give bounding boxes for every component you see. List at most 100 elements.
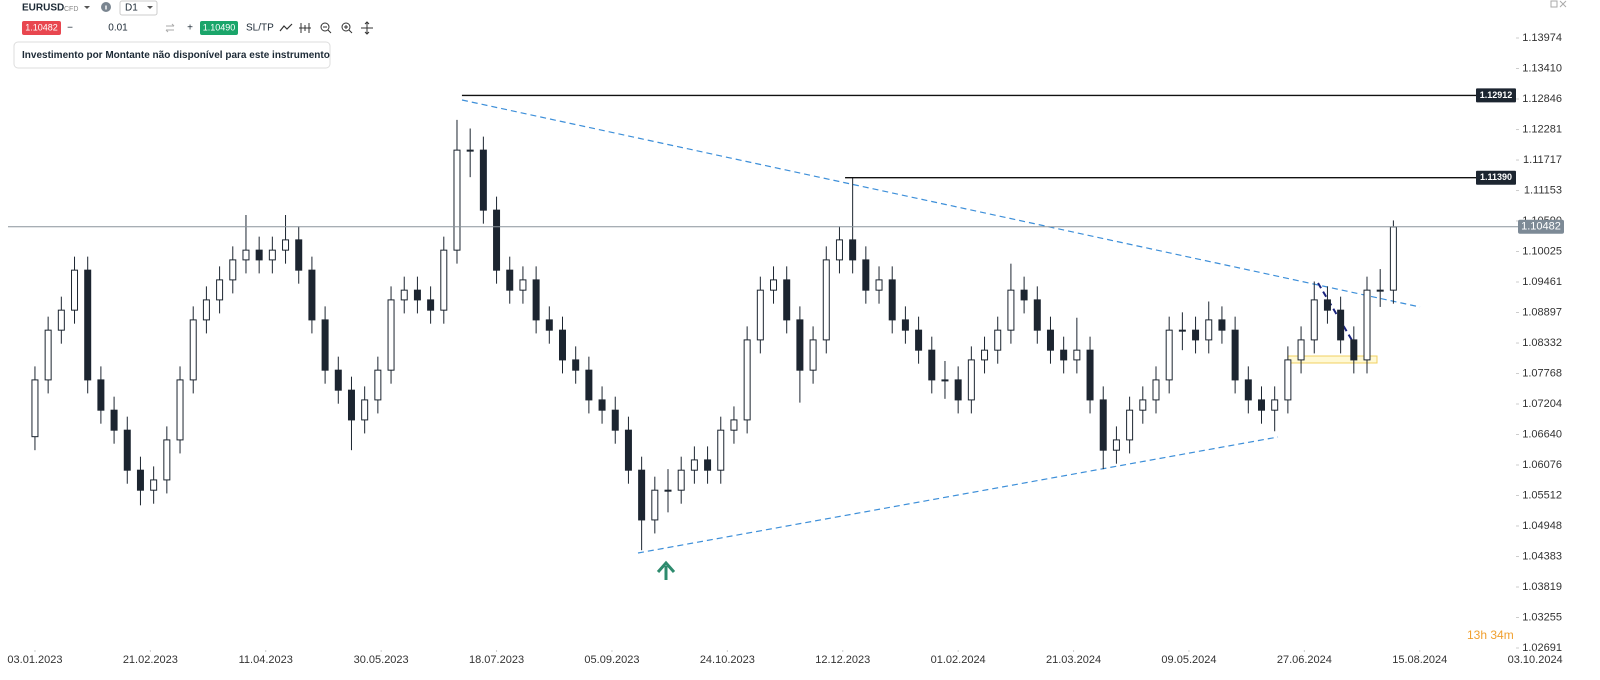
candle-body (928, 349, 936, 381)
x-tick-label: 03.01.2023 (7, 654, 62, 666)
y-tick-label: 1.12281 (1522, 123, 1562, 135)
chart-type-icon[interactable] (279, 23, 293, 32)
candle-body (849, 239, 857, 261)
candle-body (1086, 349, 1094, 401)
candle-body (809, 339, 817, 371)
candle-body (97, 379, 105, 411)
info-glyph (105, 5, 107, 10)
x-tick-label: 12.12.2023 (815, 654, 870, 666)
y-tick-label: 1.12846 (1522, 93, 1562, 105)
candle-body (44, 329, 52, 381)
candle-body (558, 329, 566, 361)
tooltip-text: Investimento por Montante não disponível… (22, 50, 330, 61)
crosshair-icon[interactable] (361, 21, 373, 35)
zoom-out-glyph (323, 26, 332, 34)
amount-input[interactable]: 0.01 (108, 23, 128, 34)
bid-price: 1.10482 (25, 22, 58, 32)
candle-body (572, 359, 580, 371)
candle-body (347, 389, 355, 421)
candle-body (123, 429, 131, 471)
level-box (1476, 170, 1516, 185)
candle-body (1376, 289, 1384, 292)
indicators-icon[interactable] (299, 23, 311, 33)
candle-body (440, 249, 448, 311)
dropdown-icon[interactable] (84, 6, 90, 9)
candle-body (334, 369, 342, 391)
plot-area (8, 94, 1520, 580)
candle-body (730, 419, 738, 431)
candle-body (598, 399, 606, 411)
y-tick-label: 1.11153 (1524, 184, 1562, 196)
candle-body (1350, 339, 1358, 361)
timeframe-select[interactable] (119, 0, 158, 16)
candle-body (545, 319, 553, 331)
x-tick-label: 11.04.2023 (239, 654, 293, 666)
candle-body (1126, 409, 1134, 441)
y-tick-label: 1.07768 (1522, 367, 1562, 379)
y-tick-label: 1.03819 (1522, 581, 1562, 593)
candle-body (400, 289, 408, 301)
zoom-in-icon[interactable] (341, 22, 351, 32)
candle-body (427, 299, 435, 311)
candle-body (295, 239, 303, 271)
window-button[interactable] (1550, 0, 1558, 8)
candle-body (901, 319, 909, 331)
candle-body (1046, 329, 1054, 351)
candle-body (1099, 399, 1107, 451)
buy-button[interactable] (200, 21, 238, 35)
axes: 1.13974 1.13410 1.12846 1.12281 1.11717 1.111… (7, 32, 1564, 666)
candle-body (1337, 309, 1345, 341)
toolbar: EURUSD CFD D1 1.10482 − 0.01 + 1.10490 S… (13, 0, 1567, 69)
candle-body (242, 249, 250, 261)
sell-button[interactable] (22, 21, 61, 35)
y-tick-label: 1.04383 (1522, 550, 1562, 562)
candle-body (229, 259, 237, 281)
y-tick-label: 1.02691 (1522, 642, 1562, 654)
symbol[interactable]: EURUSD (22, 3, 64, 14)
candle-body (163, 439, 171, 481)
candle-body (1271, 399, 1279, 411)
candle-body (136, 469, 144, 491)
instrument-type: CFD (64, 6, 78, 13)
candle-body (1284, 359, 1292, 401)
y-tick-label: 1.07204 (1522, 398, 1562, 410)
candle-body (743, 339, 751, 421)
candle-body (664, 489, 672, 492)
ask-price: 1.10490 (203, 22, 236, 32)
candle-body (1363, 289, 1371, 361)
candle-body (1297, 339, 1305, 361)
x-tick-label: 21.02.2023 (123, 654, 178, 666)
candle-body (941, 379, 949, 382)
decrease-button[interactable]: − (67, 23, 73, 34)
trendline (1317, 282, 1357, 348)
tooltip-box (13, 41, 331, 69)
trendline (637, 436, 1279, 554)
y-tick-label: 1.13974 (1522, 32, 1562, 44)
candle-body (31, 379, 39, 438)
candle-body (835, 239, 843, 261)
x-tick-label: 21.03.2024 (1046, 654, 1101, 666)
swap-icon[interactable] (165, 23, 175, 33)
y-tick-label: 1.04948 (1522, 520, 1562, 532)
candle-body (1244, 379, 1252, 401)
last-price-label: 1.10482 (1521, 221, 1561, 233)
candle-body (1165, 329, 1173, 381)
sltp-button[interactable]: SL/TP (246, 23, 274, 34)
trendline (461, 99, 1421, 308)
increase-button[interactable]: + (187, 23, 193, 34)
candle-body (1139, 399, 1147, 411)
candle-body (1007, 289, 1015, 331)
candle-body (651, 489, 659, 521)
candle-body (374, 369, 382, 401)
candle-body (888, 279, 896, 321)
candle-body (822, 259, 830, 341)
zoom-out-icon[interactable] (320, 22, 330, 32)
y-tick-label: 1.10025 (1522, 245, 1562, 257)
candle-body (770, 279, 778, 291)
candle-body (479, 149, 487, 211)
candle-body (506, 269, 514, 291)
candle-body (717, 429, 725, 471)
close-button[interactable] (1559, 0, 1567, 8)
